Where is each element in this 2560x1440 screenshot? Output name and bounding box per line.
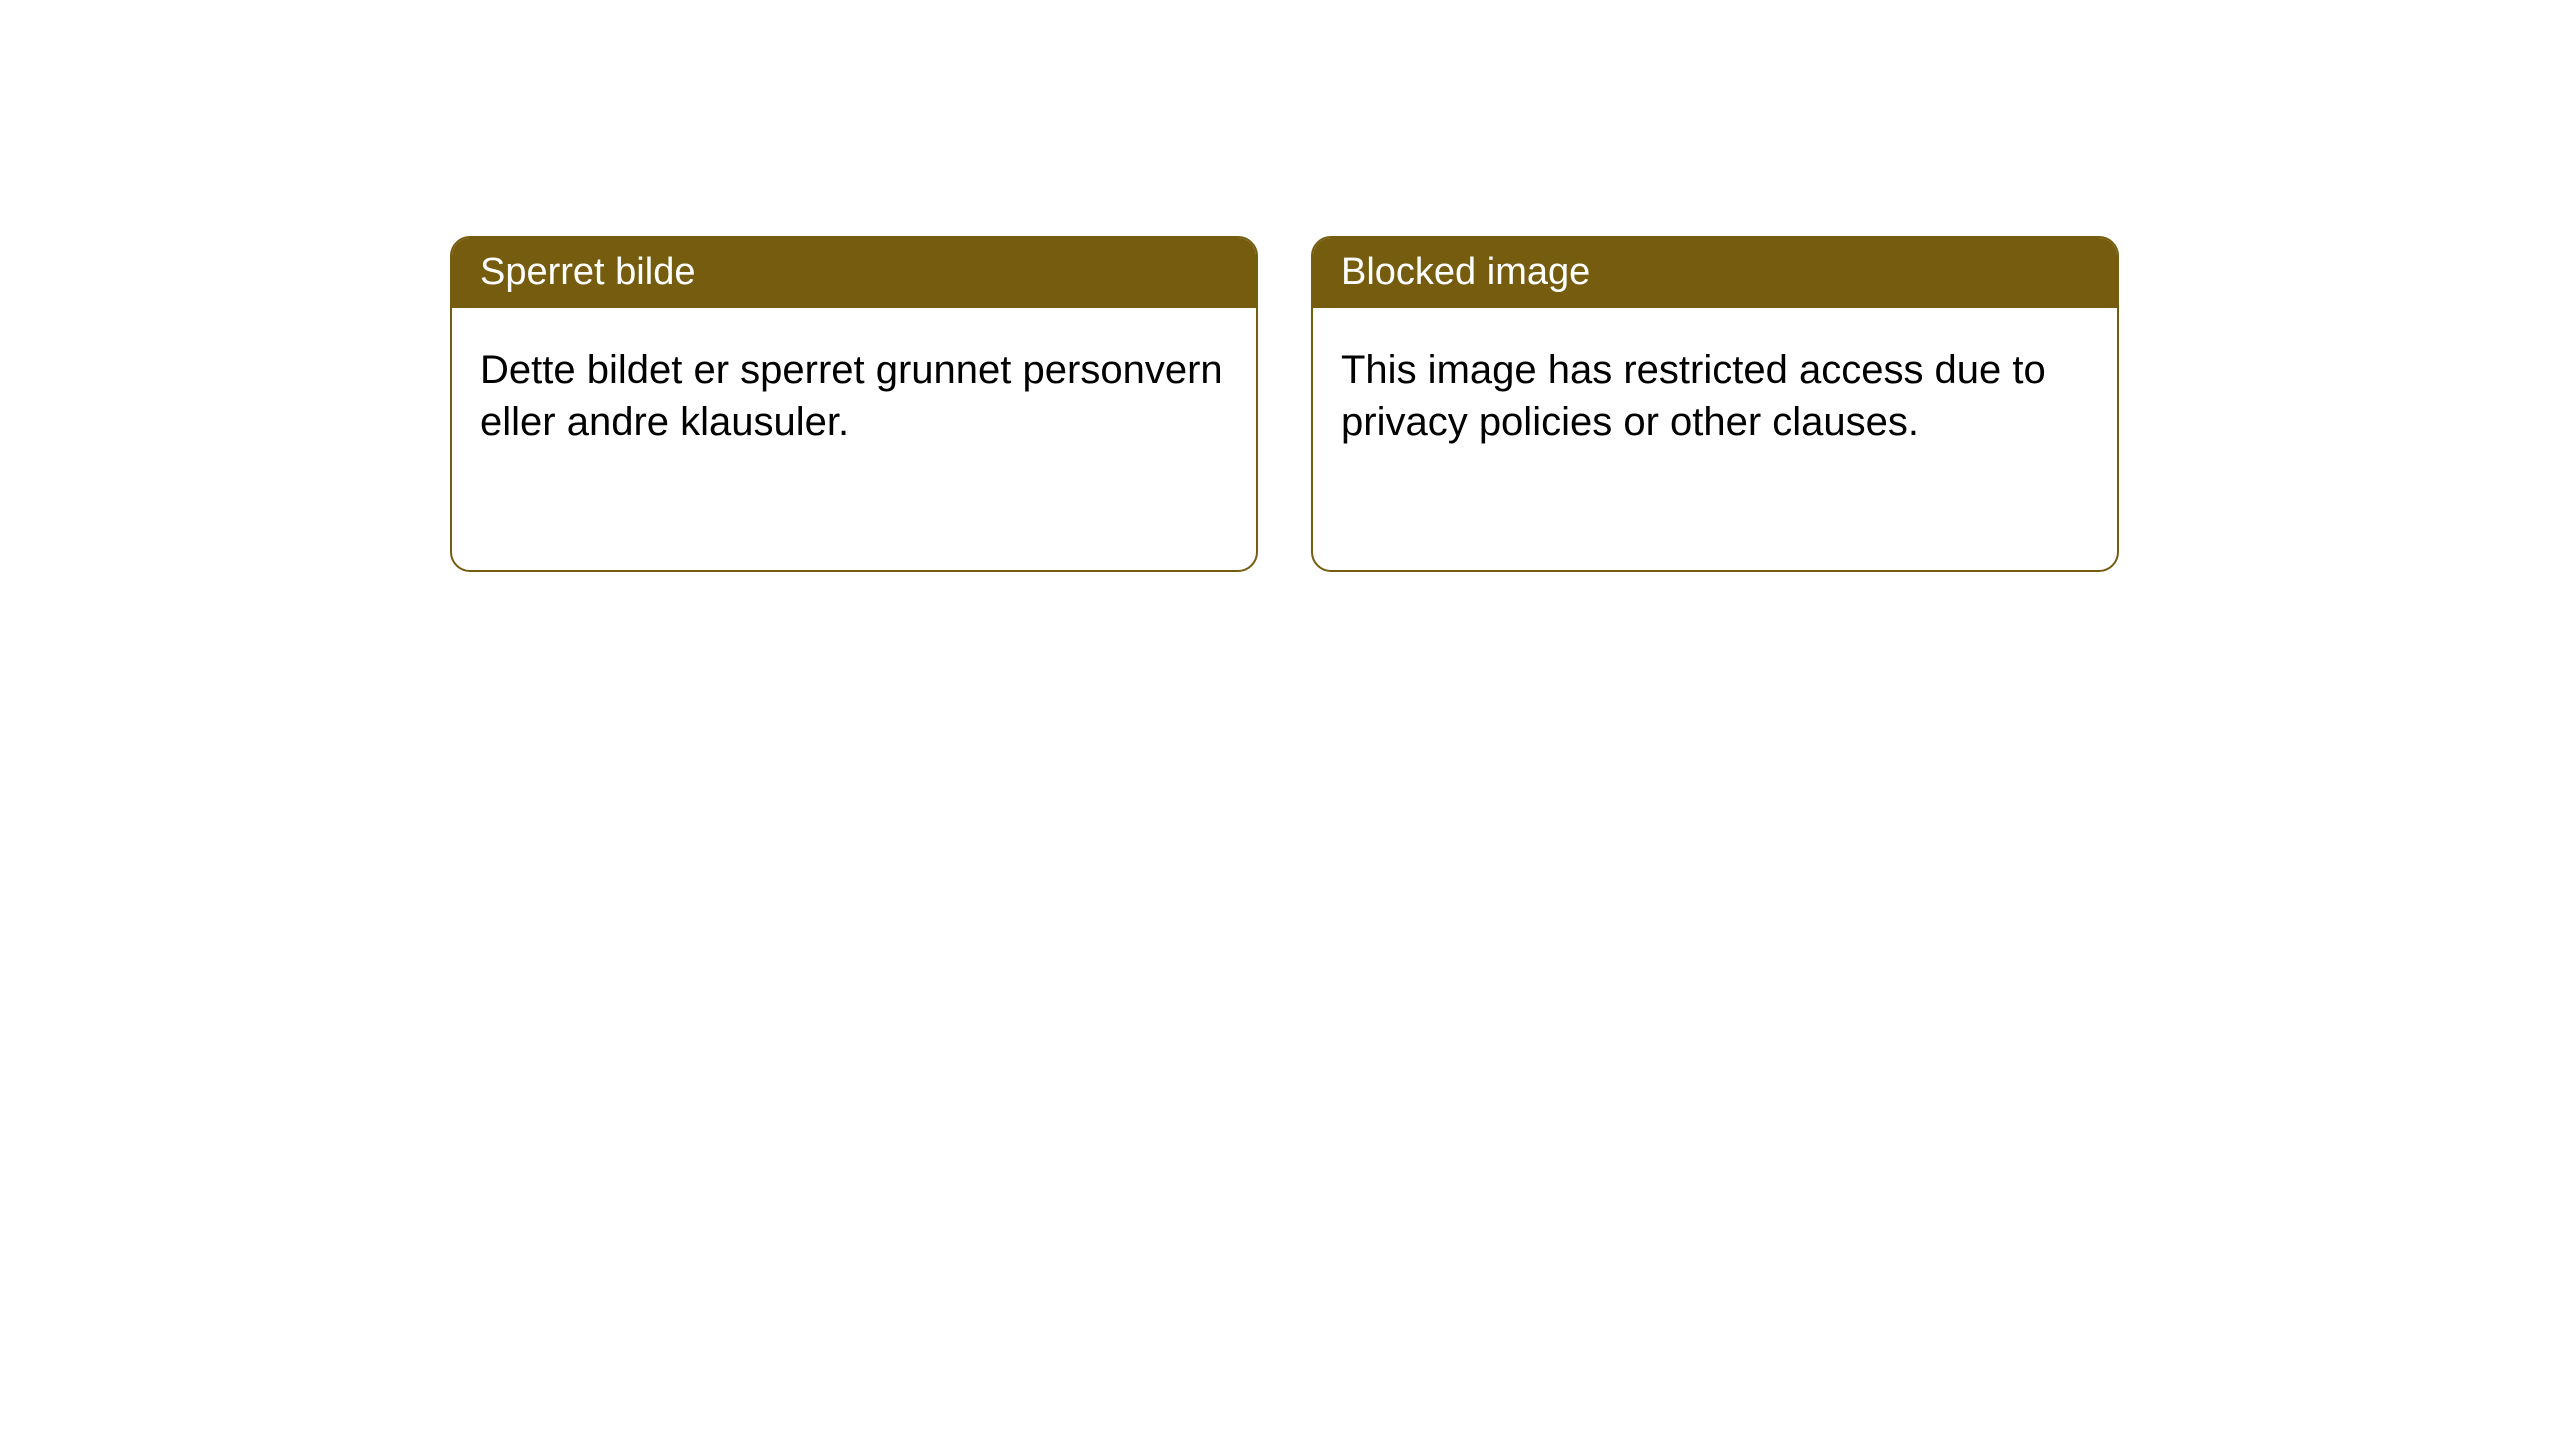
- card-header: Blocked image: [1313, 238, 2117, 308]
- card-body: This image has restricted access due to …: [1313, 308, 2117, 484]
- card-body: Dette bildet er sperret grunnet personve…: [452, 308, 1256, 484]
- card-body-text: Dette bildet er sperret grunnet personve…: [480, 348, 1223, 444]
- card-title: Blocked image: [1341, 251, 1590, 293]
- notice-card-english: Blocked image This image has restricted …: [1311, 236, 2119, 572]
- notice-card-norwegian: Sperret bilde Dette bildet er sperret gr…: [450, 236, 1258, 572]
- card-body-text: This image has restricted access due to …: [1341, 348, 2046, 444]
- card-title: Sperret bilde: [480, 251, 695, 293]
- card-header: Sperret bilde: [452, 238, 1256, 308]
- notice-cards-container: Sperret bilde Dette bildet er sperret gr…: [450, 236, 2119, 572]
